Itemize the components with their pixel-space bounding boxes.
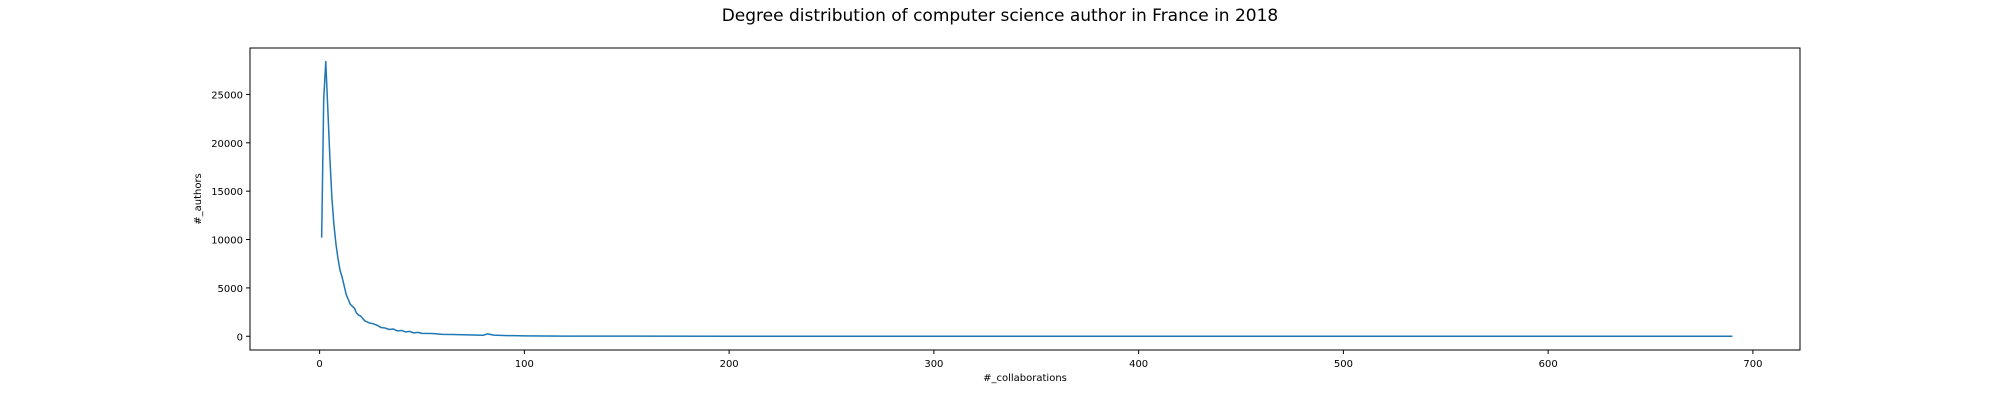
x-tick-label: 0 bbox=[316, 359, 322, 370]
x-tick-label: 700 bbox=[1743, 359, 1762, 370]
y-tick-label: 25000 bbox=[211, 90, 243, 101]
x-axis-ticks: 0 100 200 300 400 500 600 700 bbox=[316, 350, 1762, 370]
series-line-1 bbox=[320, 60, 1733, 337]
chart-title: Degree distribution of computer science … bbox=[722, 6, 1279, 26]
y-tick-label: 15000 bbox=[211, 187, 243, 198]
x-tick-label: 300 bbox=[924, 359, 943, 370]
y-tick-label: 0 bbox=[237, 332, 243, 343]
x-tick-label: 500 bbox=[1334, 359, 1353, 370]
y-tick-label: 10000 bbox=[211, 236, 243, 247]
y-axis-label: #_authors bbox=[193, 173, 204, 225]
series-layer bbox=[320, 60, 1733, 337]
y-tick-label: 20000 bbox=[211, 139, 243, 150]
x-tick-label: 200 bbox=[720, 359, 739, 370]
x-tick-label: 600 bbox=[1539, 359, 1558, 370]
y-axis-ticks: 0 5000 10000 15000 20000 25000 bbox=[211, 90, 250, 343]
x-tick-label: 100 bbox=[515, 359, 534, 370]
y-tick-label: 5000 bbox=[218, 284, 243, 295]
x-axis-label: #_collaborations bbox=[983, 373, 1067, 384]
x-tick-label: 400 bbox=[1129, 359, 1148, 370]
plot-area bbox=[249, 47, 1801, 351]
